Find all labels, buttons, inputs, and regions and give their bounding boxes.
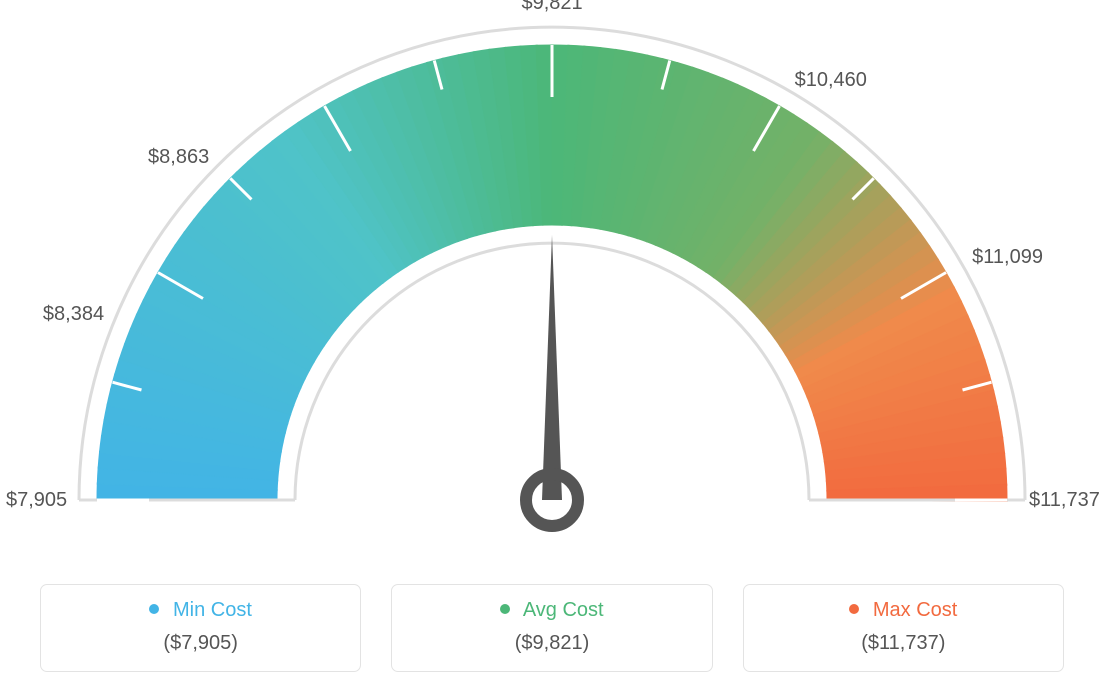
dot-avg: [500, 604, 510, 614]
card-min: Min Cost ($7,905): [40, 584, 361, 672]
gauge-tick-label: $8,863: [148, 146, 209, 169]
card-min-value: ($7,905): [51, 632, 350, 655]
card-min-title: Min Cost: [173, 599, 252, 621]
card-max-title: Max Cost: [873, 599, 957, 621]
gauge-svg: [0, 0, 1104, 560]
card-avg-title: Avg Cost: [523, 599, 604, 621]
gauge-tick-label: $8,384: [43, 303, 104, 326]
dot-max: [849, 604, 859, 614]
gauge-tick-label: $9,821: [522, 0, 583, 15]
card-max: Max Cost ($11,737): [743, 584, 1064, 672]
gauge-tick-label: $10,460: [795, 69, 867, 92]
cost-gauge: $7,905 $8,384 $8,863 $9,821 $10,460 $11,099 $1…: [0, 0, 1104, 560]
gauge-tick-label: $11,737: [1029, 489, 1100, 512]
card-avg-value: ($9,821): [402, 632, 701, 655]
card-avg: Avg Cost ($9,821): [391, 584, 712, 672]
card-max-value: ($11,737): [754, 632, 1053, 655]
legend-cards: Min Cost ($7,905) Avg Cost ($9,821) Max …: [40, 584, 1064, 672]
gauge-tick-label: $7,905: [6, 489, 67, 512]
gauge-tick-label: $11,099: [972, 246, 1043, 269]
dot-min: [149, 604, 159, 614]
